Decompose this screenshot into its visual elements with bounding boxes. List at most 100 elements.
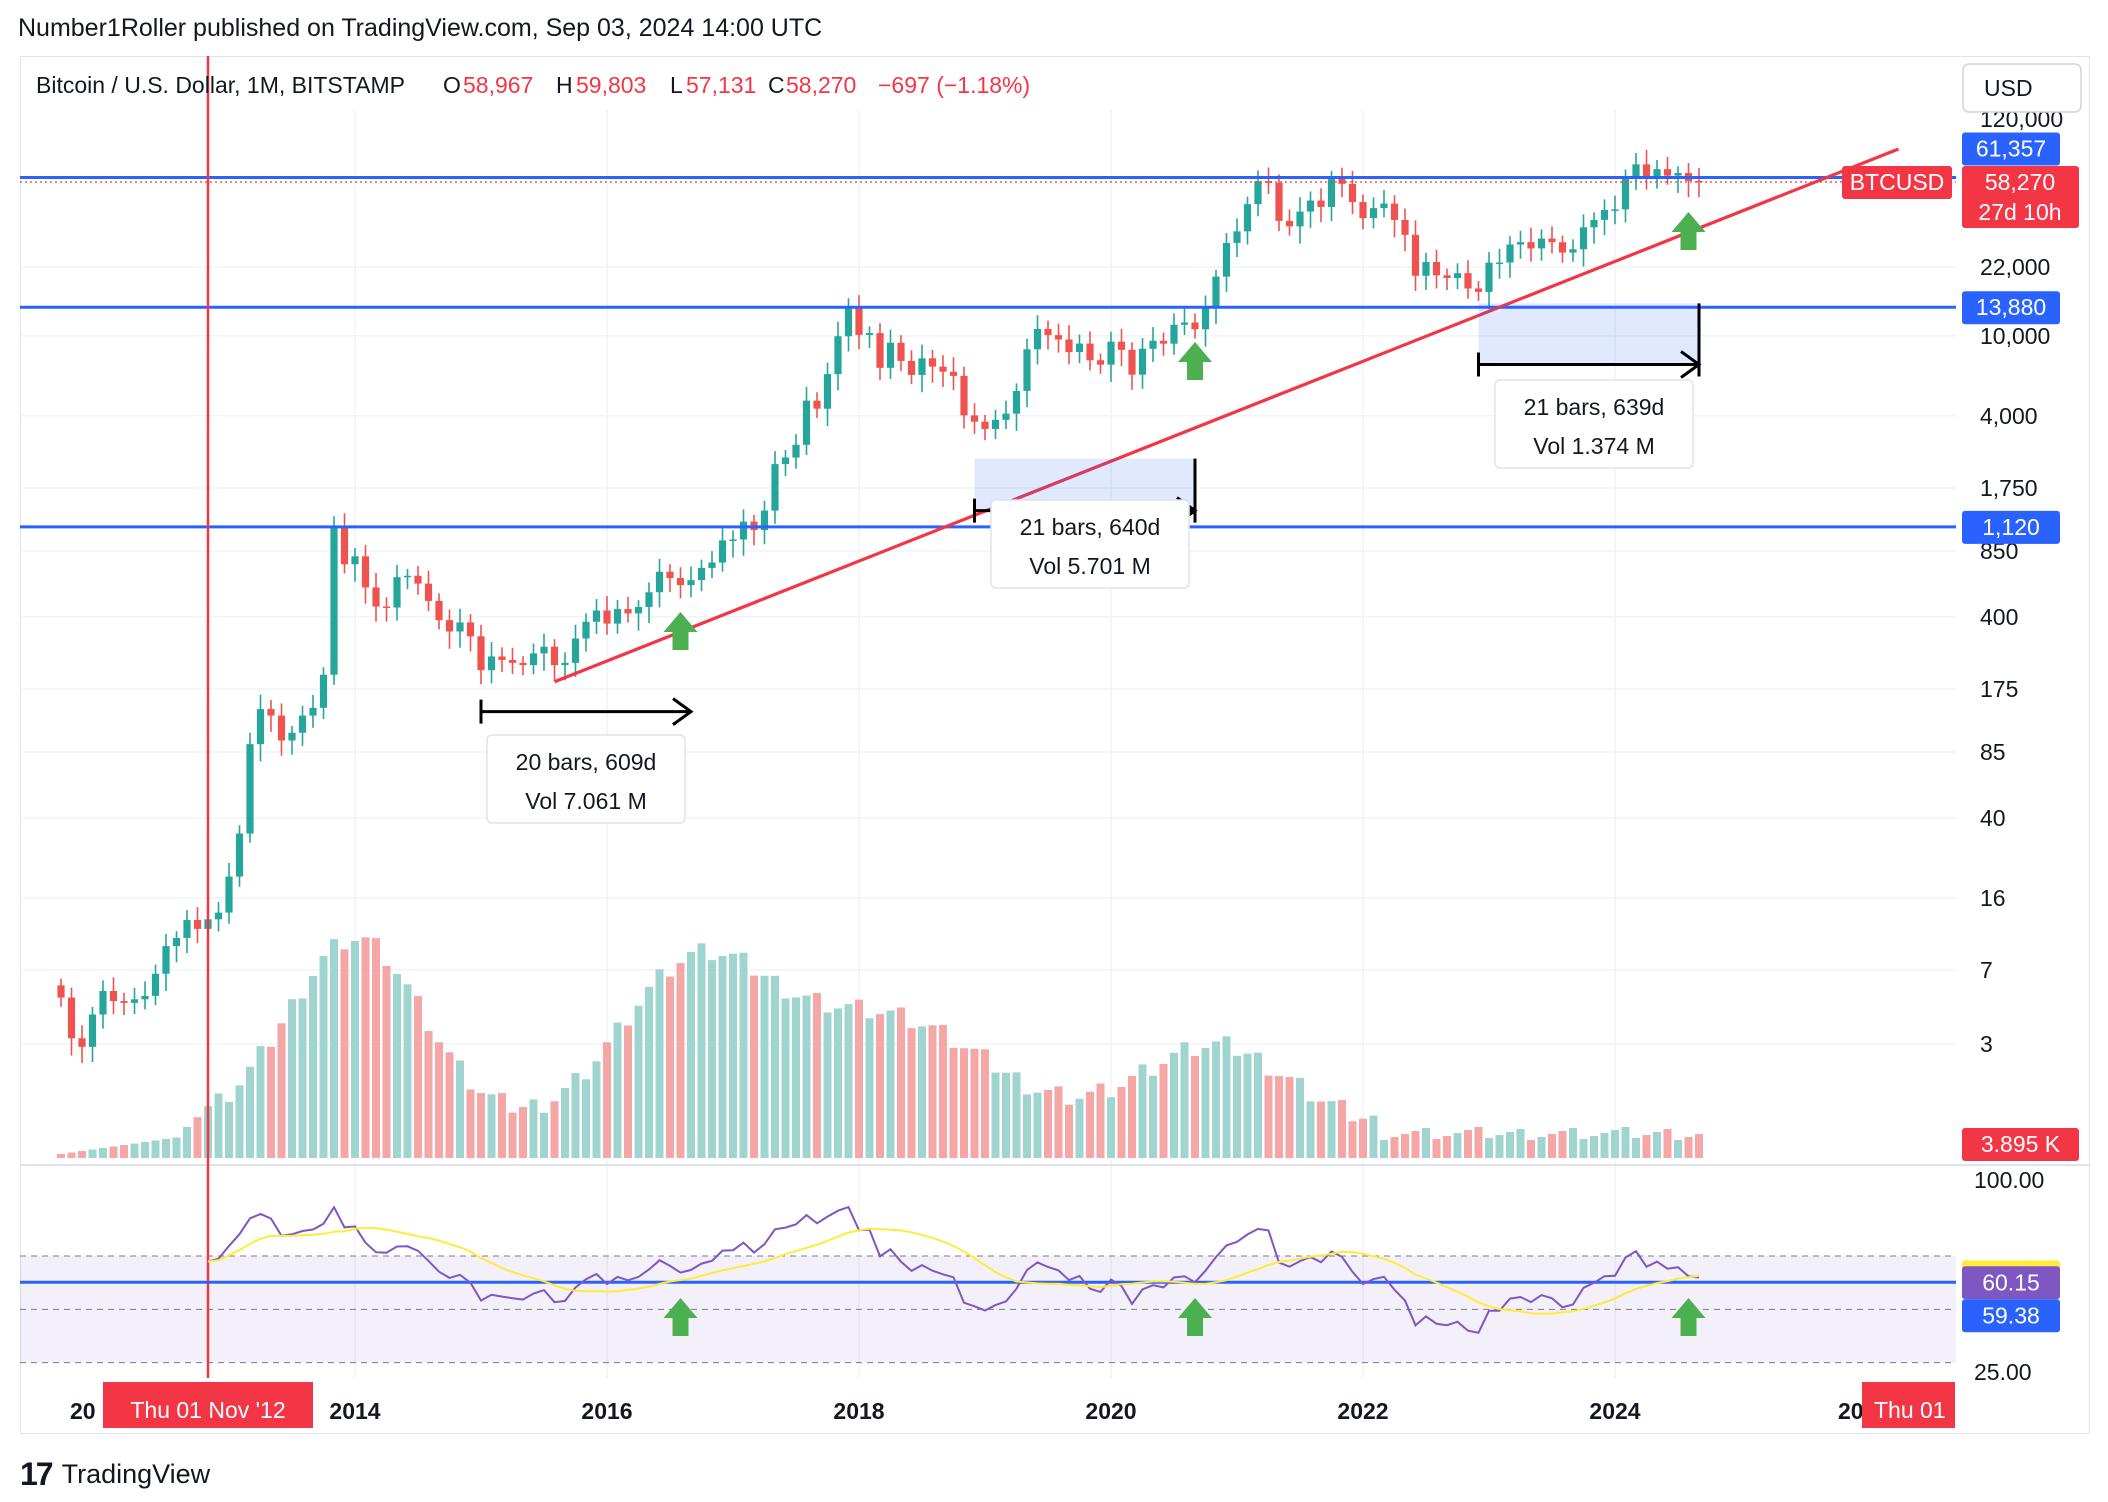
candle-body — [928, 358, 937, 367]
legend-change: −697 (−1.18%) — [878, 72, 1030, 98]
volume-bar — [172, 1137, 181, 1158]
volume-bar — [508, 1112, 517, 1158]
candle-body — [687, 580, 695, 586]
candle-body — [498, 656, 506, 660]
volume-bar — [1548, 1134, 1556, 1158]
volume-bar — [592, 1061, 601, 1158]
volume-bar — [729, 953, 737, 1158]
candle-body — [193, 920, 202, 929]
rsi-tick-label: 100.00 — [1974, 1167, 2044, 1193]
volume-bar — [1243, 1053, 1252, 1158]
candle-body — [172, 937, 181, 947]
level-high-label-badge — [1962, 132, 2060, 166]
candle-body — [823, 374, 832, 409]
volume-bar — [1233, 1055, 1241, 1158]
candle-body — [393, 577, 401, 608]
volume-bar — [645, 986, 653, 1158]
candle-body — [1002, 413, 1010, 420]
candle-body — [1348, 183, 1357, 203]
candle-body — [445, 620, 454, 632]
volume-bar — [120, 1145, 128, 1158]
volume-bar — [1180, 1042, 1189, 1158]
volume-bar — [739, 952, 748, 1158]
candle-body — [67, 997, 76, 1039]
price-tick-label: 3 — [1980, 1031, 1993, 1057]
crosshair-time-label: Thu 01 Nov '12 — [130, 1397, 285, 1423]
volume-bar — [687, 951, 695, 1158]
volume-bar — [970, 1048, 979, 1158]
volume-bar — [1170, 1052, 1178, 1158]
volume-bar — [1191, 1056, 1199, 1158]
volume-bar — [466, 1089, 475, 1158]
volume-bar — [1380, 1140, 1388, 1158]
candle-body — [1411, 234, 1420, 276]
tradingview-brand: TradingView — [61, 1459, 211, 1489]
volume-bar — [183, 1126, 191, 1158]
volume-bar — [1537, 1137, 1546, 1158]
candle-body — [141, 995, 149, 1000]
currency-button[interactable]: USD — [1962, 63, 2082, 113]
candle-body — [1464, 273, 1472, 289]
time-tick-label: 2020 — [1085, 1398, 1136, 1424]
legend-open-label: O — [443, 72, 461, 98]
drawings[interactable]: 20 bars, 609d Vol 7.061 M 21 bars, 640d Vol… — [206, 56, 1900, 1382]
candle-body — [802, 400, 811, 445]
volume-bar — [981, 1049, 989, 1158]
currency-button-box[interactable] — [1962, 63, 2082, 113]
candle-body — [309, 707, 317, 716]
axes: 120,00022,00010,0004,0001,75085040017585… — [21, 57, 2089, 1433]
candle-body — [130, 999, 139, 1003]
horizontal-levels[interactable] — [20, 175, 1956, 529]
volume-bar — [1684, 1137, 1693, 1158]
candle-body — [1023, 349, 1031, 391]
time-tick-label: 2024 — [1589, 1398, 1640, 1424]
candle-body — [267, 709, 275, 716]
candle-body — [1653, 169, 1661, 179]
volume-bars — [57, 937, 1703, 1158]
candle-body — [1527, 242, 1535, 249]
volume-bar — [1117, 1087, 1126, 1158]
candle-body — [477, 636, 485, 671]
candle-body — [1548, 238, 1556, 243]
volume-bar — [540, 1112, 548, 1158]
volume-bar — [340, 949, 349, 1158]
volume-bar — [1369, 1115, 1378, 1158]
volume-bar — [550, 1101, 559, 1158]
volume-bar — [613, 1022, 622, 1158]
candle-body — [298, 715, 307, 733]
candle-body — [918, 358, 926, 375]
volume-bar — [907, 1028, 916, 1158]
volume-bar — [1401, 1134, 1409, 1158]
legend: Bitcoin / U.S. Dollar, 1M, BITSTAMP O 58… — [36, 72, 1030, 98]
volume-bar — [792, 997, 800, 1158]
volume-bar — [939, 1024, 947, 1158]
measure-bars-label: 21 bars, 640d — [1020, 514, 1161, 540]
legend-high-label: H — [556, 72, 573, 98]
volume-bar — [1128, 1075, 1136, 1158]
trendline[interactable] — [553, 147, 1900, 684]
candle-body — [1296, 211, 1304, 227]
candle-body — [1275, 182, 1283, 221]
volume-bar — [1474, 1127, 1483, 1158]
volume-bar — [1443, 1136, 1451, 1158]
candle-body — [424, 583, 433, 601]
volume-bar — [718, 956, 727, 1158]
candle-body — [561, 662, 569, 666]
measure-bars-label: 20 bars, 609d — [516, 749, 657, 775]
chart-frame — [20, 56, 2090, 1434]
volume-bar — [760, 975, 769, 1158]
volume-bar — [1054, 1086, 1063, 1158]
volume-bar — [246, 1066, 254, 1158]
volume-bar — [1422, 1128, 1430, 1158]
candle-body — [960, 375, 968, 416]
volume-bar — [1485, 1138, 1493, 1158]
crosshair-time-badge-right — [1862, 1382, 1955, 1428]
candle-body — [1569, 249, 1577, 253]
volume-bar — [88, 1149, 97, 1158]
price-tick-label: 4,000 — [1980, 403, 2038, 429]
volume-bar — [1222, 1036, 1231, 1158]
candle-body — [529, 653, 538, 666]
rsi-value-badge — [1962, 1299, 2060, 1333]
volume-bar — [1663, 1129, 1672, 1158]
